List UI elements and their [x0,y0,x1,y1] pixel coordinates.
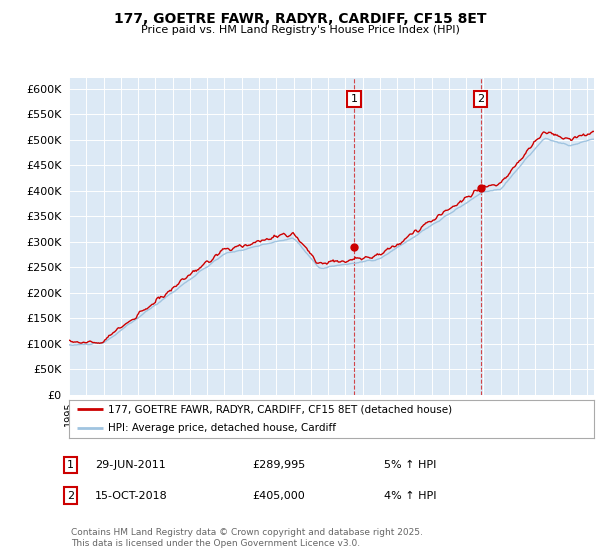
Text: Contains HM Land Registry data © Crown copyright and database right 2025.
This d: Contains HM Land Registry data © Crown c… [71,528,422,548]
Text: 177, GOETRE FAWR, RADYR, CARDIFF, CF15 8ET: 177, GOETRE FAWR, RADYR, CARDIFF, CF15 8… [114,12,486,26]
Text: 2: 2 [67,491,74,501]
Text: 29-JUN-2011: 29-JUN-2011 [95,460,166,470]
Text: £405,000: £405,000 [252,491,305,501]
Text: 5% ↑ HPI: 5% ↑ HPI [384,460,436,470]
Text: £289,995: £289,995 [252,460,305,470]
Text: 1: 1 [67,460,74,470]
Text: 1: 1 [350,94,358,104]
Text: 4% ↑ HPI: 4% ↑ HPI [384,491,437,501]
Text: 177, GOETRE FAWR, RADYR, CARDIFF, CF15 8ET (detached house): 177, GOETRE FAWR, RADYR, CARDIFF, CF15 8… [109,404,452,414]
Text: HPI: Average price, detached house, Cardiff: HPI: Average price, detached house, Card… [109,423,337,433]
Text: Price paid vs. HM Land Registry's House Price Index (HPI): Price paid vs. HM Land Registry's House … [140,25,460,35]
Text: 2: 2 [477,94,484,104]
Text: 15-OCT-2018: 15-OCT-2018 [95,491,167,501]
